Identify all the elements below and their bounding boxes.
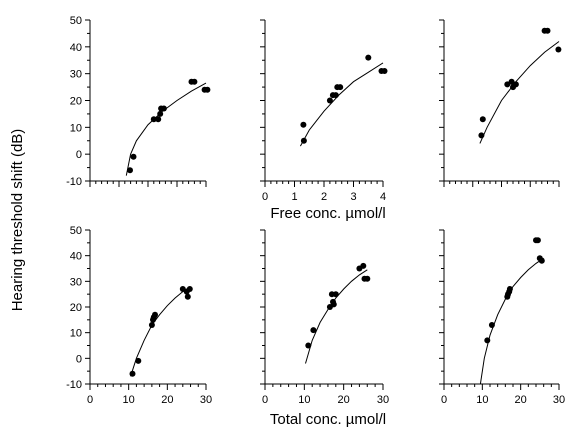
data-point [332,291,339,298]
fit-curve [130,286,191,377]
data-point [129,370,136,377]
fit-curve [299,62,384,147]
fit-curve [125,82,207,176]
bottom-x-axis-title: Total conc. µmol/l [270,411,386,427]
data-point [160,105,167,112]
data-point [184,293,191,300]
data-point [157,110,164,117]
data-point [150,116,157,123]
data-point [155,116,162,123]
data-point [152,311,158,318]
data-point [330,301,337,308]
fit-curve [479,41,560,144]
y-tick-label: -10 [66,176,82,188]
panel-top-left: -10 0 10 20 30 40 50 [66,15,211,188]
x-tick-label: 0 [262,191,268,203]
data-point [130,153,137,160]
data-point [300,121,307,128]
panels: -10 0 10 20 30 40 50 0 1 2 3 4 -10 0 10 20 30 40 50 0 10 20 30… [66,15,565,406]
panel-bottom-right: 0 10 20 30 [439,229,565,406]
y-tick-label: 30 [70,69,82,81]
data-point [512,81,519,88]
y-tick-label: 10 [70,122,82,134]
data-point [300,137,307,144]
panel-top-right [439,19,562,187]
data-point [310,327,317,334]
fit-curve [479,257,544,385]
y-tick-label: 40 [70,42,82,54]
x-tick-label: 2 [321,191,327,203]
x-tick-label: 0 [87,394,93,406]
data-point [534,237,541,244]
data-point [555,46,562,53]
x-tick-label: 20 [161,394,173,406]
y-tick-label: 0 [76,353,82,365]
y-tick-label: 50 [70,225,82,237]
panel-bottom-left: -10 0 10 20 30 40 50 0 10 20 30 [66,225,212,406]
data-point [191,78,198,85]
data-point [488,322,495,328]
data-point [326,97,333,104]
data-point [337,84,344,91]
panel-bottom-middle: 0 10 20 30 [260,229,389,406]
data-point [544,27,551,34]
data-point [127,167,133,174]
data-point [135,357,142,364]
x-tick-label: 20 [515,394,527,406]
data-point [204,86,211,93]
top-x-axis-title: Free conc. µmol/l [270,205,385,222]
x-tick-label: 0 [441,394,447,406]
x-tick-label: 30 [200,394,212,406]
y-tick-label: 10 [70,328,82,340]
y-tick-label: 50 [70,15,82,27]
y-tick-label: 0 [76,149,82,161]
panel-top-middle: 0 1 2 3 4 [260,19,388,203]
x-tick-label: 4 [380,191,386,203]
x-tick-label: 20 [338,394,350,406]
fit-curve [305,269,368,364]
data-point [538,257,545,264]
y-tick-label: -10 [66,379,82,391]
x-tick-label: 1 [291,191,297,203]
y-tick-label: 20 [70,96,82,108]
x-tick-label: 10 [123,394,135,406]
data-point [305,342,312,349]
data-point [504,81,511,88]
y-axis-title: Hearing threshold shift (dB) [9,129,26,312]
x-tick-label: 10 [298,394,310,406]
data-point [186,286,193,292]
data-point [508,78,515,85]
data-point [332,92,339,99]
x-tick-label: 10 [476,394,488,406]
data-point [364,275,371,282]
x-tick-label: 30 [377,394,389,406]
data-point [381,68,388,74]
x-tick-label: 0 [262,394,268,406]
data-point [506,286,513,292]
data-point [360,262,367,269]
data-point [479,116,486,123]
data-point [478,132,485,139]
y-tick-label: 30 [70,276,82,288]
x-tick-label: 3 [350,191,356,203]
data-point [148,322,155,328]
x-tick-label: 30 [553,394,565,406]
y-tick-label: 40 [70,251,82,263]
y-tick-label: 20 [70,302,82,314]
data-point [484,337,491,344]
data-point [365,54,372,61]
